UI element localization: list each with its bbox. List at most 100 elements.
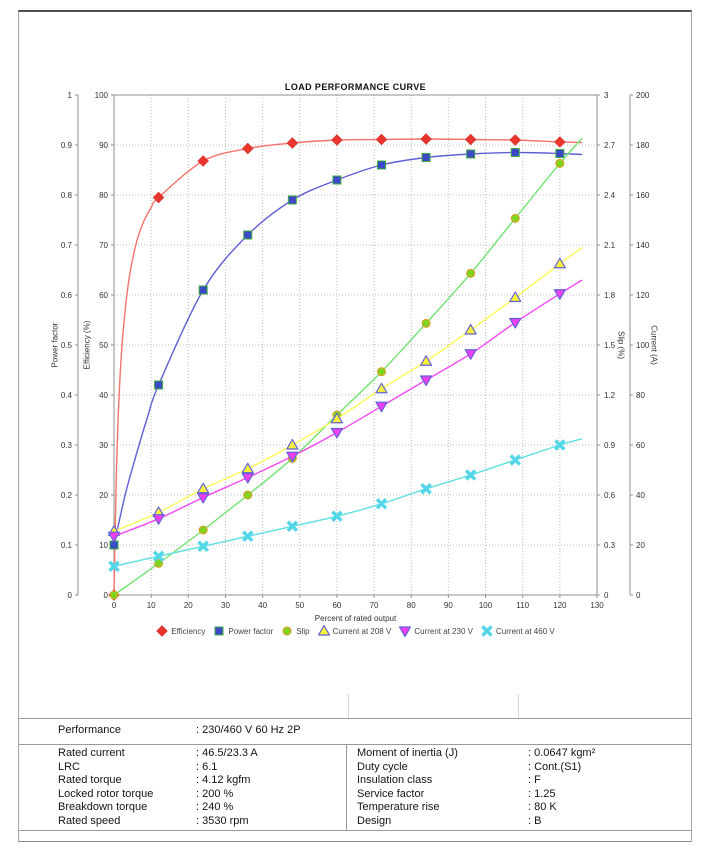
power_factor-tick-label: 1 bbox=[68, 91, 73, 100]
circle-icon bbox=[466, 268, 476, 278]
spec-label: Temperature rise bbox=[357, 801, 440, 814]
series-power-factor-line bbox=[113, 151, 583, 546]
circle-icon bbox=[510, 213, 520, 223]
series-slip-line bbox=[113, 137, 583, 596]
slip-tick-label: 2.4 bbox=[604, 191, 616, 200]
diamond-icon bbox=[375, 133, 388, 146]
spec-value: : 240 % bbox=[196, 801, 234, 814]
spec-value: : 80 K bbox=[528, 801, 557, 814]
current-tick-label: 20 bbox=[636, 541, 645, 550]
spec-value: : F bbox=[528, 774, 541, 787]
spec-row: Duty cycle : Cont.(S1) bbox=[357, 761, 595, 775]
x-tick-label: 70 bbox=[370, 601, 379, 610]
x-icon bbox=[331, 510, 343, 522]
x-tick-label: 120 bbox=[553, 601, 567, 610]
spec-label: Design bbox=[357, 814, 392, 827]
current-tick-label: 160 bbox=[636, 191, 650, 200]
square-icon bbox=[421, 153, 431, 162]
spec-value: : 1.25 bbox=[528, 787, 556, 800]
efficiency-tick-label: 60 bbox=[99, 291, 108, 300]
current-tick-label: 60 bbox=[636, 441, 645, 450]
load-performance-chart: 00.10.20.30.40.50.60.70.80.9101020304050… bbox=[61, 91, 650, 610]
spec-row: Rated speed : 3530 rpm bbox=[58, 815, 258, 829]
triangle-up-icon bbox=[197, 482, 210, 494]
series-current-at-460-v bbox=[108, 438, 583, 572]
current-tick-label: 100 bbox=[636, 341, 650, 350]
triangle-up-icon bbox=[317, 624, 330, 636]
square-icon bbox=[555, 149, 565, 158]
legend-item-current-at-460-v: Current at 460 V bbox=[480, 624, 555, 638]
circle-icon bbox=[282, 626, 292, 636]
square-icon bbox=[510, 148, 520, 157]
circle-icon bbox=[154, 558, 164, 568]
triangle-up-icon bbox=[286, 438, 299, 450]
square-icon bbox=[377, 160, 387, 170]
series-power-factor bbox=[109, 148, 583, 550]
spec-value: : 46.5/23.3 A bbox=[196, 747, 258, 759]
spec-value: : 6.1 bbox=[196, 760, 218, 773]
x-icon bbox=[420, 483, 432, 495]
chart-legend: Efficiency Power factor Slip Current at 208… bbox=[19, 624, 691, 638]
spec-label: Rated speed bbox=[58, 814, 121, 827]
diamond-icon bbox=[241, 142, 254, 155]
report-frame: LOAD PERFORMANCE CURVE 0 0.1 0.2 0.3 0.4 0.5 0… bbox=[18, 10, 692, 842]
spec-value: : Cont.(S1) bbox=[528, 760, 582, 773]
spec-value: : 0.0647 kgm² bbox=[528, 747, 596, 759]
diamond-icon bbox=[553, 136, 566, 148]
efficiency-tick-label: 70 bbox=[99, 241, 108, 250]
square-icon bbox=[466, 149, 476, 159]
power_factor-tick-label: 0.3 bbox=[61, 441, 73, 450]
legend-label: Efficiency bbox=[171, 626, 206, 636]
legend-label: Power factor bbox=[228, 626, 274, 636]
square-icon bbox=[332, 175, 342, 185]
efficiency-tick-label: 100 bbox=[95, 91, 109, 100]
circle-icon bbox=[555, 158, 565, 168]
circle-icon bbox=[377, 367, 387, 377]
x-tick-label: 80 bbox=[407, 601, 416, 610]
slip-tick-label: 0 bbox=[604, 591, 609, 600]
efficiency-tick-label: 30 bbox=[99, 441, 108, 450]
power_factor-tick-label: 0.7 bbox=[61, 241, 73, 250]
slip-tick-label: 1.2 bbox=[604, 391, 616, 400]
table-column-divider bbox=[346, 744, 347, 830]
current-tick-label: 80 bbox=[636, 391, 645, 400]
square-icon bbox=[214, 626, 224, 636]
slip-tick-label: 3 bbox=[604, 91, 609, 100]
current-tick-label: 140 bbox=[636, 241, 650, 250]
x-icon bbox=[464, 469, 477, 481]
spec-value: : 3530 rpm bbox=[196, 814, 249, 827]
triangle-down-icon bbox=[152, 514, 165, 525]
triangle-down-icon bbox=[553, 289, 566, 300]
power_factor-tick-label: 0 bbox=[68, 591, 73, 600]
spec-column-right: Moment of inertia (J): 0.0647 kgm² Duty c… bbox=[357, 747, 595, 829]
diamond-icon bbox=[152, 191, 165, 204]
legend-item-current-at-230-v: Current at 230 V bbox=[398, 624, 473, 638]
slip-axis-title: Slip (%) bbox=[616, 330, 626, 360]
circle-icon bbox=[421, 318, 431, 328]
triangle-up-icon bbox=[375, 382, 388, 394]
x-icon bbox=[554, 439, 566, 451]
x-tick-label: 40 bbox=[258, 601, 267, 610]
x-tick-label: 100 bbox=[479, 601, 493, 610]
x-icon bbox=[197, 540, 209, 552]
series-current-at-208-v-line bbox=[113, 246, 583, 532]
efficiency-tick-label: 90 bbox=[99, 141, 108, 150]
x-icon bbox=[242, 530, 254, 542]
diamond-icon bbox=[420, 133, 432, 145]
diamond-icon bbox=[464, 133, 477, 146]
triangle-down-icon bbox=[241, 472, 254, 484]
legend-marker bbox=[214, 626, 224, 636]
chart-title: LOAD PERFORMANCE CURVE bbox=[284, 82, 427, 92]
efficiency-tick-label: 0 bbox=[104, 591, 109, 600]
spec-label: Duty cycle bbox=[357, 760, 408, 773]
legend-item-efficiency: Efficiency bbox=[155, 624, 205, 638]
series-current-at-460-v-line bbox=[113, 438, 583, 567]
current-tick-label: 0 bbox=[636, 591, 641, 600]
x-tick-label: 50 bbox=[295, 601, 304, 610]
power_factor-tick-label: 0.4 bbox=[61, 391, 73, 400]
triangle-up-icon bbox=[330, 412, 344, 424]
power_factor-tick-label: 0.6 bbox=[61, 291, 73, 300]
table-divider-faint-1 bbox=[348, 694, 349, 718]
legend-item-current-at-208-v: Current at 208 V bbox=[317, 624, 391, 638]
diamond-icon bbox=[509, 134, 522, 146]
